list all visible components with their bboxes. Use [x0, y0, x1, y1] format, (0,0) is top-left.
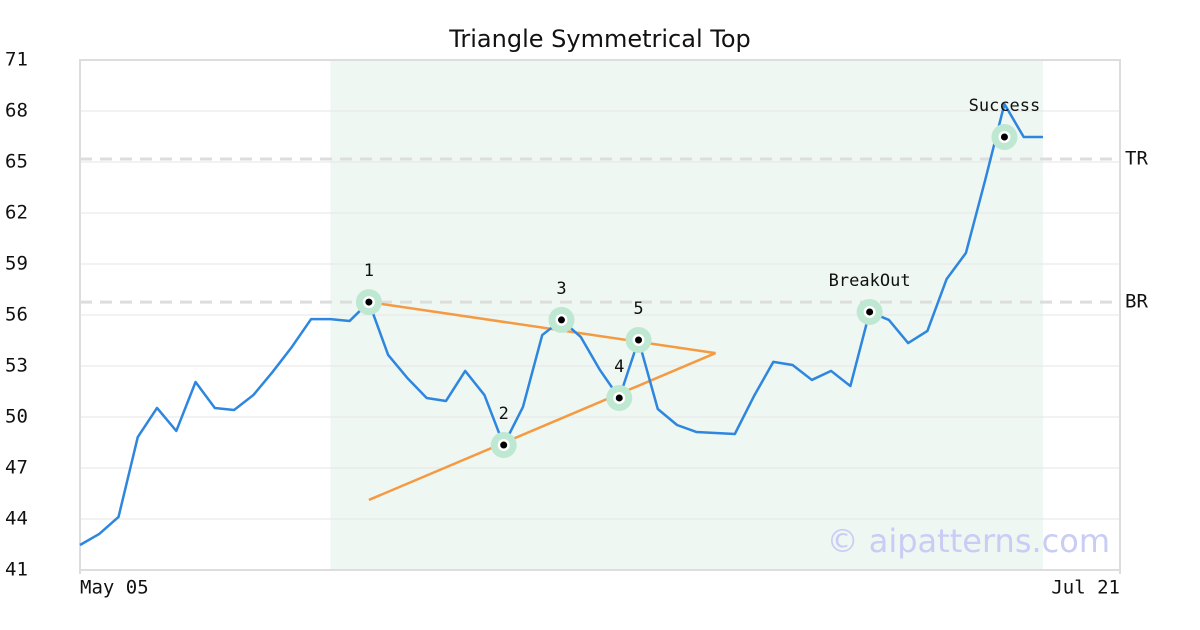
point-label: 3 — [556, 279, 566, 299]
point-dot — [866, 308, 874, 316]
y-tick-label: 41 — [5, 559, 28, 581]
point-dot — [557, 316, 565, 324]
point-dot — [365, 298, 373, 306]
y-tick-label: 50 — [5, 406, 28, 428]
plot-frame — [79, 59, 1121, 571]
y-tick-label: 44 — [5, 508, 28, 530]
trendline — [368, 351, 717, 502]
level-label: BR — [1125, 291, 1148, 313]
y-tick-label: 53 — [5, 355, 28, 377]
x-tick-label: May 05 — [80, 577, 149, 599]
trendline — [368, 300, 716, 355]
point-label: Success — [969, 96, 1041, 116]
level-label: TR — [1125, 147, 1148, 169]
y-tick-label: 62 — [5, 202, 28, 224]
y-tick-label: 59 — [5, 253, 28, 275]
y-tick-label: 47 — [5, 457, 28, 479]
x-tick-label: Jul 21 — [1051, 577, 1120, 599]
chart-title: Triangle Symmetrical Top — [448, 25, 751, 53]
point-label: 5 — [633, 299, 643, 319]
point-dot — [615, 394, 623, 402]
point-dot — [500, 441, 508, 449]
y-tick-label: 65 — [5, 151, 28, 173]
point-dot — [635, 336, 643, 344]
point-label: 2 — [499, 404, 509, 424]
y-tick-label: 71 — [5, 49, 28, 71]
y-tick-label: 68 — [5, 100, 28, 122]
point-label: 4 — [614, 357, 624, 377]
watermark: © aipatterns.com — [827, 522, 1110, 560]
point-label: BreakOut — [829, 271, 911, 291]
y-tick-label: 56 — [5, 304, 28, 326]
point-label: 1 — [364, 261, 374, 281]
point-dot — [1000, 133, 1008, 141]
